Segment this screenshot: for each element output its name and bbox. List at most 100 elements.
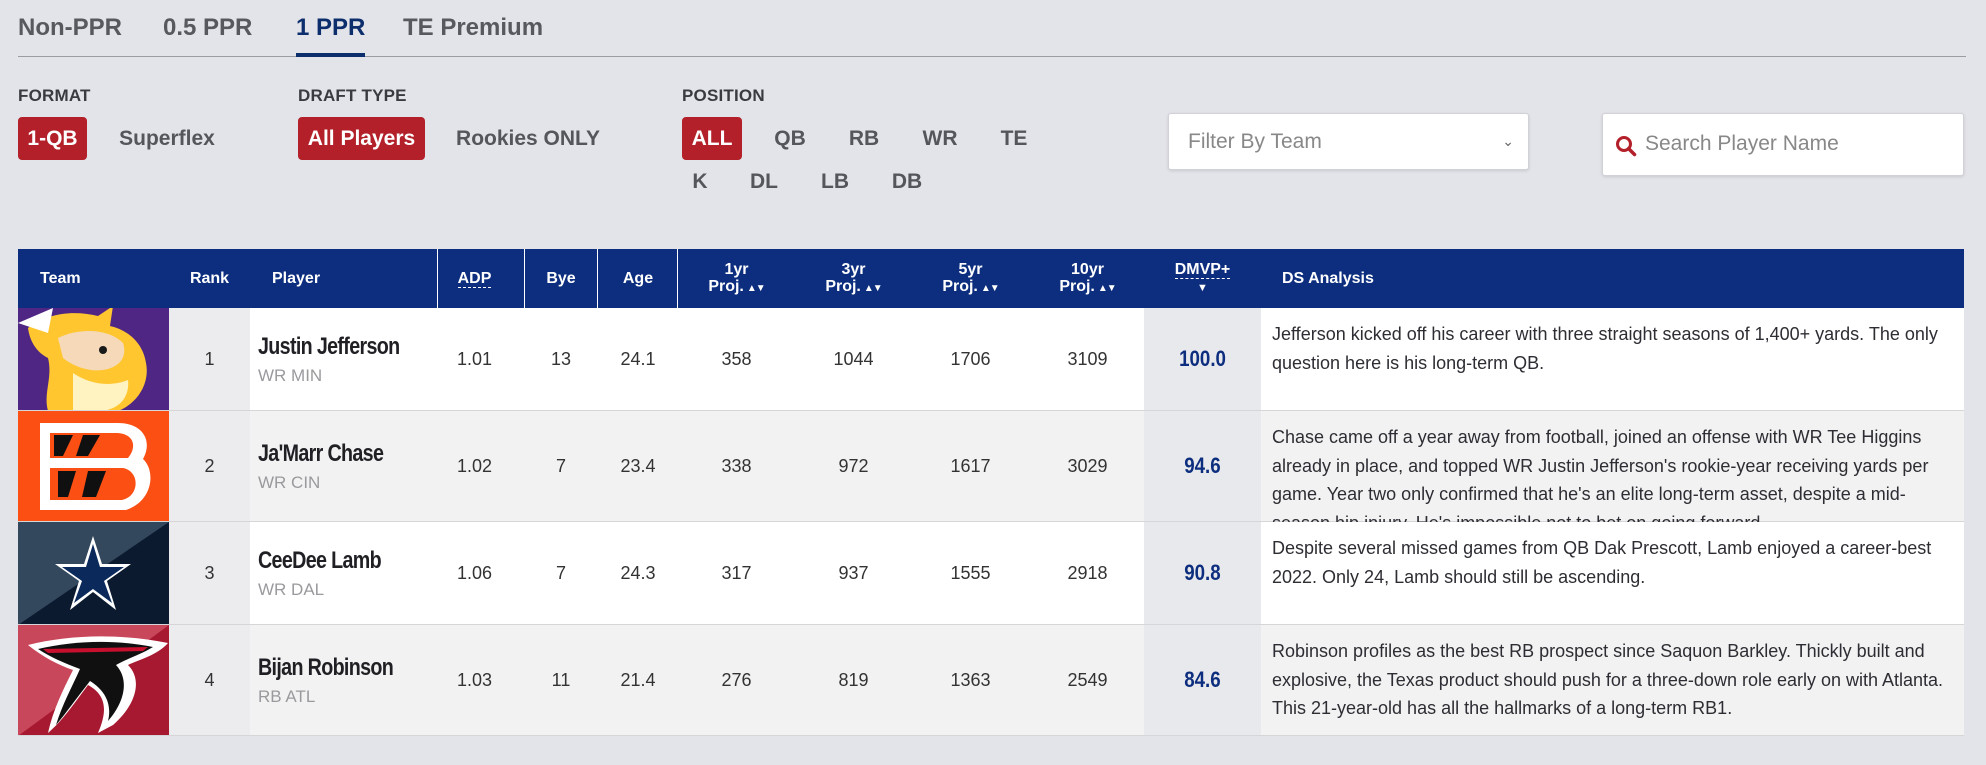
player-position-team: RB ATL <box>258 686 316 706</box>
bye-value: 11 <box>551 669 571 690</box>
falcons-logo <box>18 625 169 735</box>
proj-10yr-value: 3109 <box>1067 348 1108 369</box>
proj-1yr-value: 338 <box>721 455 752 476</box>
team-filter-select[interactable]: Filter By Team ⌄ <box>1168 113 1529 170</box>
position-all-button[interactable]: ALL <box>682 117 742 160</box>
adp-value: 1.01 <box>456 348 493 369</box>
player-cell[interactable]: Ja'Marr Chase WR CIN <box>250 411 450 521</box>
position-db-button[interactable]: DB <box>891 170 923 193</box>
position-wr-button[interactable]: WR <box>922 127 958 150</box>
format-label: FORMAT <box>18 86 91 105</box>
cowboys-logo <box>18 522 169 624</box>
proj10-top: 10yr <box>1071 260 1104 278</box>
proj-3yr-value: 937 <box>838 562 869 583</box>
header-proj-10yr[interactable]: 10yr Proj. ▲▼ <box>1029 249 1146 308</box>
header-age[interactable]: Age <box>622 270 654 287</box>
player-name[interactable]: Justin Jefferson <box>258 332 400 360</box>
proj-5yr-value: 1555 <box>950 562 991 583</box>
bye-value: 13 <box>550 348 572 369</box>
player-cell[interactable]: Justin Jefferson WR MIN <box>250 308 450 410</box>
rank: 3 <box>169 522 250 624</box>
dmvp-cell: 94.6 <box>1144 411 1261 521</box>
position-te-button[interactable]: TE <box>1000 127 1028 150</box>
tab-non-ppr[interactable]: Non-PPR <box>18 14 122 41</box>
header-adp-label: ADP <box>457 269 492 288</box>
proj-3yr-value: 1044 <box>833 348 874 369</box>
player-name[interactable]: CeeDee Lamb <box>258 546 382 574</box>
tab-1-ppr[interactable]: 1 PPR <box>296 14 366 57</box>
all-players-button[interactable]: All Players <box>298 117 425 160</box>
player-name[interactable]: Ja'Marr Chase <box>258 439 384 467</box>
vikings-logo <box>18 308 169 410</box>
player-position-team: WR MIN <box>258 365 323 385</box>
search-input[interactable] <box>1645 122 1945 166</box>
position-rb-button[interactable]: RB <box>848 127 880 150</box>
ppr-tabs: Non-PPR 0.5 PPR 1 PPR TE Premium <box>18 0 1966 57</box>
sort-icon: ▲▼ <box>980 282 1000 294</box>
age-value: 23.4 <box>620 455 656 476</box>
format-superflex-button[interactable]: Superflex <box>119 127 215 150</box>
table-row[interactable]: 2 Ja'Marr Chase WR CIN 1.02 7 23.4 338 9… <box>18 411 1964 533</box>
proj-5yr-value: 1706 <box>950 348 991 369</box>
rank: 4 <box>169 625 250 735</box>
dmvp-value: 94.6 <box>1184 453 1221 478</box>
team-filter-value: Filter By Team <box>1188 130 1322 153</box>
header-rank[interactable]: Rank <box>189 270 230 287</box>
analysis-text: Despite several missed games from QB Dak… <box>1272 538 1932 587</box>
adp-value: 1.03 <box>456 669 493 690</box>
proj-10yr-value: 2549 <box>1067 669 1108 690</box>
header-bye[interactable]: Bye <box>546 270 576 287</box>
position-dl-button[interactable]: DL <box>750 170 778 193</box>
rankings-table: Team Rank Player ADP Bye Age 1yr Proj. ▲▼ … <box>18 249 1964 765</box>
proj-1yr-value: 276 <box>721 669 752 690</box>
header-proj-1yr[interactable]: 1yr Proj. ▲▼ <box>678 249 795 308</box>
age-value: 21.4 <box>620 669 656 690</box>
bengals-logo <box>18 411 169 521</box>
table-header: Team Rank Player ADP Bye Age 1yr Proj. ▲▼ … <box>18 249 1964 308</box>
chevron-down-icon: ⌄ <box>1502 133 1514 149</box>
header-proj-5yr[interactable]: 5yr Proj. ▲▼ <box>912 249 1029 308</box>
proj-3yr-value: 819 <box>838 669 869 690</box>
player-name[interactable]: Bijan Robinson <box>258 653 394 681</box>
table-row[interactable]: 3 CeeDee Lamb WR DAL 1.06 7 24.3 317 937… <box>18 522 1964 625</box>
header-analysis: DS Analysis <box>1282 270 1374 287</box>
bye-value: 7 <box>555 455 566 476</box>
position-k-button[interactable]: K <box>692 170 708 193</box>
header-adp[interactable]: ADP <box>438 249 511 308</box>
position-label: POSITION <box>682 86 765 105</box>
adp-value: 1.06 <box>456 562 493 583</box>
rank: 1 <box>169 308 250 410</box>
age-value: 24.3 <box>620 562 656 583</box>
player-search-box[interactable] <box>1602 113 1964 176</box>
dmvp-value: 90.8 <box>1184 560 1221 585</box>
analysis-text: Robinson profiles as the best RB prospec… <box>1272 641 1944 718</box>
proj5-top: 5yr <box>958 260 983 278</box>
format-1qb-button[interactable]: 1-QB <box>18 117 87 160</box>
proj-10yr-value: 3029 <box>1067 455 1108 476</box>
position-qb-button[interactable]: QB <box>774 127 806 150</box>
dmvp-cell: 90.8 <box>1144 522 1261 624</box>
tab-half-ppr[interactable]: 0.5 PPR <box>163 14 253 41</box>
proj-1yr-value: 358 <box>721 348 752 369</box>
tab-te-premium[interactable]: TE Premium <box>403 14 544 41</box>
header-proj-3yr[interactable]: 3yr Proj. ▲▼ <box>795 249 912 308</box>
table-row[interactable]: 4 Bijan Robinson RB ATL 1.03 11 21.4 276… <box>18 625 1964 736</box>
dmvp-value: 84.6 <box>1184 667 1221 692</box>
proj1-top: 1yr <box>724 260 749 278</box>
proj-1yr-value: 317 <box>721 562 752 583</box>
player-cell[interactable]: Bijan Robinson RB ATL <box>250 625 450 735</box>
age-value: 24.1 <box>620 348 656 369</box>
bye-value: 7 <box>555 562 566 583</box>
proj-10yr-value: 2918 <box>1067 562 1108 583</box>
proj-5yr-value: 1363 <box>950 669 991 690</box>
proj-3yr-value: 972 <box>838 455 869 476</box>
rookies-only-button[interactable]: Rookies ONLY <box>456 127 600 150</box>
position-lb-button[interactable]: LB <box>821 170 849 193</box>
dmvp-cell: 100.0 <box>1144 308 1261 410</box>
rank: 2 <box>169 411 250 521</box>
table-row[interactable]: 1 Justin Jefferson WR MIN 1.01 13 24.1 3… <box>18 308 1964 411</box>
dmvp-label: DMVP+ <box>1174 260 1231 279</box>
header-dmvp[interactable]: DMVP+ ▼ <box>1144 249 1261 308</box>
player-cell[interactable]: CeeDee Lamb WR DAL <box>250 522 450 624</box>
analysis-text: Chase came off a year away from football… <box>1272 427 1929 533</box>
